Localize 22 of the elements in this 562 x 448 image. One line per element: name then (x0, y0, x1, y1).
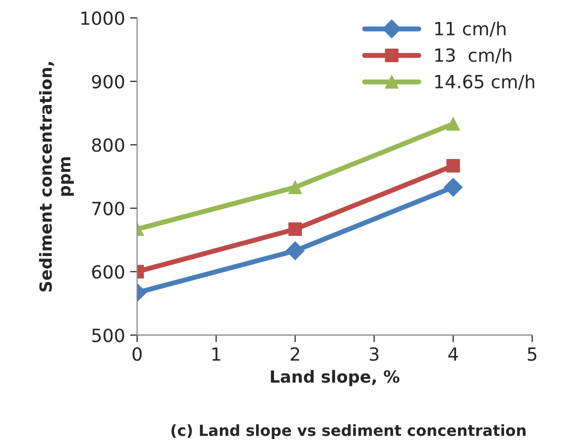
y-tick-label: 600 (92, 265, 124, 279)
y-axis-title: Sediment concentration, ppm (39, 62, 74, 292)
x-tick-label: 5 (528, 347, 536, 361)
y-tick-label: 900 (92, 74, 124, 88)
x-tick-label: 2 (290, 347, 300, 361)
x-tick-label: 0 (132, 347, 142, 361)
y-tick-label: 700 (92, 202, 124, 216)
text: (c) Land slope vs sediment concentration (171, 424, 526, 440)
x-axis-title: Land slope, % (270, 370, 400, 386)
y-tick-label: 1000 (81, 11, 124, 26)
point (286, 241, 305, 260)
x-tick-label: 3 (370, 347, 378, 361)
x-tick-label: 1 (212, 347, 220, 361)
y-tick-label: 800 (92, 138, 124, 152)
x-tick-label: 4 (448, 347, 458, 361)
legend-label: 11 cm/h (435, 21, 506, 37)
point (444, 178, 463, 197)
legend-label: 14.65 cm/h (435, 74, 534, 90)
y-tick-label: 500 (92, 328, 124, 342)
legend-label: 13 cm/h (435, 48, 512, 64)
point (446, 117, 460, 131)
point (446, 158, 460, 172)
